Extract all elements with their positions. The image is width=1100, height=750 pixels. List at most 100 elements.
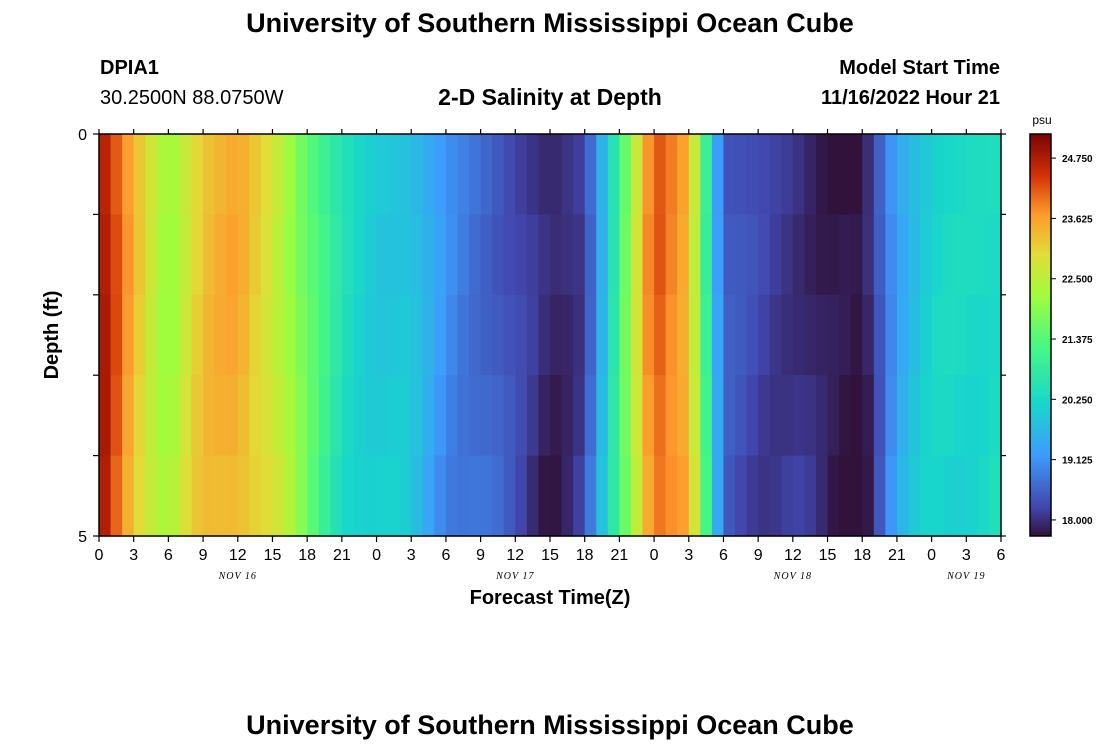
station-id: DPIA1 (100, 57, 159, 79)
heatmap-cell (526, 455, 540, 537)
heatmap-cell (284, 214, 297, 296)
heatmap-cell (642, 214, 655, 296)
heatmap-cell (110, 294, 123, 376)
heatmap-cell (272, 134, 285, 215)
heatmap-cell (573, 375, 586, 457)
heatmap-cell (630, 134, 644, 215)
x-tick-label: 12 (229, 547, 247, 564)
heatmap-cell (677, 214, 690, 296)
heatmap-cell (815, 455, 829, 537)
heatmap-cell (110, 134, 123, 215)
x-tick-label: 3 (129, 547, 138, 564)
heatmap-cell (411, 375, 424, 457)
heatmap-cell (538, 214, 551, 296)
heatmap-cell (318, 455, 331, 537)
heatmap-cell (804, 294, 817, 376)
heatmap-cell (642, 375, 655, 457)
heatmap-cell (133, 294, 146, 376)
heatmap-cell (804, 455, 817, 537)
heatmap-cell (688, 455, 701, 537)
heatmap-cell (966, 294, 979, 376)
heatmap-cell (376, 375, 389, 457)
heatmap-cell (457, 294, 470, 376)
heatmap-cell (156, 214, 169, 296)
heatmap-cell (249, 134, 262, 215)
heatmap-cell (341, 214, 355, 296)
heatmap-cell (99, 214, 112, 296)
heatmap-cell (850, 214, 863, 296)
heatmap-cell (758, 375, 771, 457)
heatmap-cell (573, 294, 586, 376)
heatmap-cell (538, 375, 551, 457)
heatmap-cell (885, 134, 898, 215)
heatmap-cell (353, 294, 366, 376)
heatmap-cell (943, 134, 956, 215)
heatmap-cell (654, 134, 667, 215)
heatmap-cell (920, 214, 933, 296)
heatmap-cell (977, 375, 991, 457)
heatmap-cell (503, 455, 516, 537)
heatmap-cell (480, 134, 493, 215)
x-tick-label: 0 (372, 547, 381, 564)
heatmap-cell (133, 134, 146, 215)
heatmap-cell (399, 375, 412, 457)
heatmap-cell (885, 375, 898, 457)
heatmap-cell (711, 455, 725, 537)
heatmap-cell (411, 214, 424, 296)
heatmap-cell (654, 455, 667, 537)
heatmap-cell (804, 375, 817, 457)
heatmap-cell (792, 134, 806, 215)
heatmap-cell (203, 294, 216, 376)
heatmap-cell (226, 455, 239, 537)
x-tick-label: 15 (541, 547, 559, 564)
heatmap-cell (399, 455, 412, 537)
heatmap-cell (989, 375, 1002, 457)
heatmap-cell (364, 375, 378, 457)
date-label: NOV 16 (218, 571, 257, 582)
x-tick-label: 18 (298, 547, 316, 564)
heatmap-cell (203, 375, 216, 457)
heatmap-cell (480, 455, 493, 537)
date-label: NOV 17 (495, 571, 534, 582)
heatmap-cell (191, 294, 204, 376)
heatmap-cell (827, 214, 840, 296)
heatmap-cell (630, 294, 644, 376)
x-tick-label: 15 (819, 547, 837, 564)
heatmap-cell (573, 134, 586, 215)
heatmap-cell (781, 375, 794, 457)
heatmap-cell (226, 214, 239, 296)
heatmap-cell (492, 214, 505, 296)
heatmap-cell (561, 375, 574, 457)
heatmap-cell (746, 455, 759, 537)
heatmap-cell (110, 375, 123, 457)
heatmap-cell (931, 375, 944, 457)
heatmap-cell (677, 294, 690, 376)
heatmap-cell (341, 455, 355, 537)
heatmap-cell (839, 375, 852, 457)
colorbar-unit: psu (1032, 113, 1051, 127)
heatmap-cell (943, 294, 956, 376)
heatmap-cell (885, 214, 898, 296)
heatmap-cell (411, 134, 424, 215)
heatmap-cell (503, 134, 516, 215)
heatmap-cell (515, 294, 528, 376)
x-tick-label: 6 (164, 547, 173, 564)
heatmap-cell (156, 294, 169, 376)
colorbar-tick-label: 23.625 (1062, 214, 1093, 225)
y-axis: 05 (78, 127, 1006, 546)
heatmap-cell (920, 294, 933, 376)
heatmap-cell (434, 375, 447, 457)
heatmap-cell (931, 455, 944, 537)
heatmap-cell (318, 134, 331, 215)
heatmap-cell (746, 294, 759, 376)
x-tick-label: 3 (684, 547, 693, 564)
heatmap-cell (665, 134, 678, 215)
heatmap-cell (388, 294, 401, 376)
heatmap-cell (457, 214, 470, 296)
x-tick-label: 6 (719, 547, 728, 564)
heatmap-cell (480, 375, 493, 457)
heatmap-cell (214, 294, 227, 376)
heatmap-cell (873, 134, 886, 215)
heatmap-cell (434, 455, 447, 537)
heatmap-cell (492, 294, 505, 376)
